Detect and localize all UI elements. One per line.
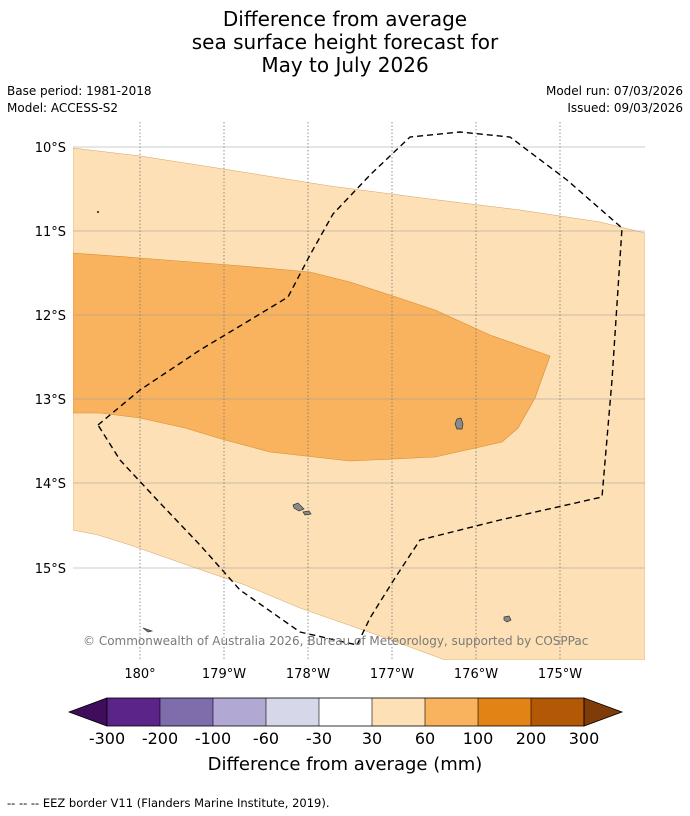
lon-label-175w: 175°W xyxy=(538,667,582,682)
colorbar-swatch-6 xyxy=(372,698,425,726)
lat-label-12s: 12°S xyxy=(35,309,66,324)
model-run: Model run: 07/03/2026 xyxy=(545,84,683,98)
colorbar-tick-labels: -300 -200 -100 -60 -30 30 60 100 200 300 xyxy=(89,729,599,748)
latitude-gridlines xyxy=(73,146,645,569)
colorbar-tick-label: -30 xyxy=(306,729,332,748)
lon-label-178w: 178°W xyxy=(286,667,330,682)
lon-label-177w: 177°W xyxy=(370,667,414,682)
eez-border xyxy=(97,131,623,646)
lat-label-15s: 15°S xyxy=(35,562,66,577)
colorbar-extend-low xyxy=(67,697,108,727)
lon-label-176w: 176°W xyxy=(454,667,498,682)
colorbar-tick-label: -200 xyxy=(142,729,178,748)
island-southwest xyxy=(142,627,154,633)
issued-date: Issued: 09/03/2026 xyxy=(567,101,683,115)
lon-label-179w: 179°W xyxy=(202,667,246,682)
anomaly-band-60-100 xyxy=(73,252,551,462)
islands xyxy=(96,210,512,633)
longitude-labels: 180° 179°W 178°W 177°W 176°W 175°W xyxy=(124,667,582,682)
meta-left: Base period: 1981-2018 Model: ACCESS-S2 xyxy=(7,83,152,117)
latitude-labels: 10°S 11°S 12°S 13°S 14°S 15°S xyxy=(35,141,66,577)
colorbar-tick-label: -300 xyxy=(89,729,125,748)
colorbar-swatch-2 xyxy=(160,698,213,726)
lat-label-10s: 10°S xyxy=(35,141,66,156)
lat-label-11s: 11°S xyxy=(35,225,66,240)
island-islet xyxy=(96,210,100,214)
colorbar-swatch-9 xyxy=(531,698,584,726)
colorbar-dividers xyxy=(159,698,532,726)
colorbar-label: Difference from average (mm) xyxy=(208,754,483,775)
island-uvea xyxy=(454,417,464,430)
meta-right: Model run: 07/03/2026 Issued: 09/03/2026 xyxy=(546,83,683,117)
colorbar-tick-label: 200 xyxy=(516,729,547,748)
model-name: Model: ACCESS-S2 xyxy=(7,101,119,115)
island-futuna xyxy=(292,502,305,512)
colorbar: -300 -200 -100 -60 -30 30 60 100 200 300… xyxy=(67,697,624,775)
colorbar-tick-label: 30 xyxy=(362,729,382,748)
island-south xyxy=(503,615,512,623)
lat-label-13s: 13°S xyxy=(35,393,66,408)
eez-legend-text: -- -- -- EEZ border V11 (Flanders Marine… xyxy=(7,796,330,810)
title-line-3: May to July 2026 xyxy=(261,53,429,77)
colorbar-swatch-7 xyxy=(425,698,478,726)
colorbar-swatch-8 xyxy=(478,698,531,726)
colorbar-outline xyxy=(106,697,585,727)
colorbar-tick-label: 300 xyxy=(569,729,600,748)
colorbar-tick-label: -100 xyxy=(195,729,231,748)
colorbar-tick-label: 100 xyxy=(463,729,494,748)
lon-label-180: 180° xyxy=(124,667,155,682)
colorbar-swatch-1 xyxy=(107,698,160,726)
title-line-1: Difference from average xyxy=(222,7,468,31)
base-period: Base period: 1981-2018 xyxy=(7,84,152,98)
title-line-2: sea surface height forecast for xyxy=(191,30,499,54)
lat-label-14s: 14°S xyxy=(35,477,66,492)
colorbar-swatch-5 xyxy=(319,698,372,726)
colorbar-extend-high xyxy=(583,697,624,727)
colorbar-swatch-3 xyxy=(213,698,266,726)
colorbar-swatch-4 xyxy=(266,698,319,726)
colorbar-tick-label: 60 xyxy=(415,729,435,748)
colorbar-tick-label: -60 xyxy=(253,729,279,748)
island-alofi xyxy=(302,510,312,516)
longitude-gridlines xyxy=(139,122,561,660)
chart-title: Difference from average sea surface heig… xyxy=(0,8,690,77)
copyright-text: © Commonwealth of Australia 2026, Bureau… xyxy=(83,634,588,648)
